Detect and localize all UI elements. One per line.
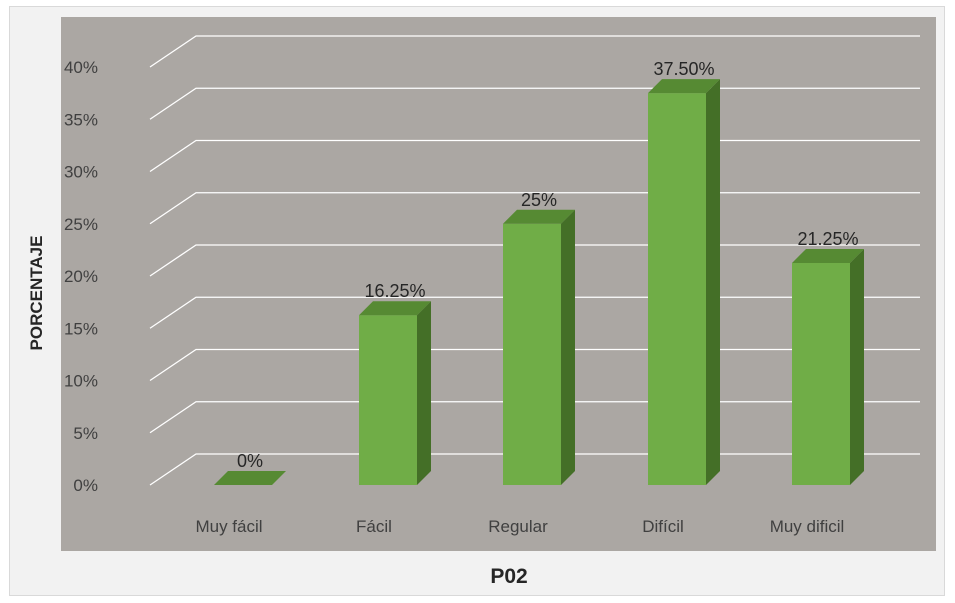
bar-top xyxy=(503,209,575,224)
y-axis-title: PORCENTAJE xyxy=(27,236,46,351)
x-category-label: Difícil xyxy=(642,517,684,536)
bar-chart: 0% 5% 10% 15% 20% 25% 30% 35% 40% Muy fácil Fácil… xyxy=(27,17,936,588)
bar-2 xyxy=(359,301,431,485)
bar-5 xyxy=(792,248,864,485)
y-tick-label: 5% xyxy=(73,424,98,443)
y-axis-ticks: 0% 5% 10% 15% 20% 25% 30% 35% 40% xyxy=(64,58,98,495)
bar-front xyxy=(792,262,850,485)
y-tick-label: 15% xyxy=(64,319,98,338)
y-tick-label: 20% xyxy=(64,267,98,286)
bar-side xyxy=(417,301,431,485)
bar-top xyxy=(359,301,431,316)
y-tick-label: 30% xyxy=(64,163,98,182)
bar-side xyxy=(850,248,864,485)
bar-3 xyxy=(503,209,575,485)
bar-side xyxy=(561,209,575,485)
bar-front xyxy=(359,315,417,485)
x-axis-categories: Muy fácil Fácil Regular Difícil Muy dificil xyxy=(195,517,844,536)
y-tick-label: 10% xyxy=(64,372,98,391)
x-category-label: Fácil xyxy=(356,517,392,536)
data-label: 16.25% xyxy=(364,281,425,301)
data-labels: 0% 16.25% 25% 37.50% 21.25% xyxy=(237,59,859,471)
y-tick-label: 0% xyxy=(73,476,98,495)
data-label: 0% xyxy=(237,451,263,471)
data-label: 25% xyxy=(521,190,557,210)
x-category-label: Muy fácil xyxy=(195,517,262,536)
bar-side xyxy=(706,79,720,485)
data-label: 21.25% xyxy=(797,229,858,249)
bars-layer xyxy=(214,79,864,485)
x-axis-title: P02 xyxy=(490,565,527,588)
y-tick-label: 40% xyxy=(64,58,98,77)
gridline xyxy=(149,35,920,68)
bar-top xyxy=(214,471,286,485)
y-tick-label: 25% xyxy=(64,215,98,234)
data-label: 37.50% xyxy=(653,59,714,79)
bar-4 xyxy=(648,79,720,485)
y-tick-label: 35% xyxy=(64,110,98,129)
bar-top xyxy=(648,79,720,94)
bar-top xyxy=(792,248,864,263)
bar-1 xyxy=(214,471,286,485)
chart-frame: 0% 5% 10% 15% 20% 25% 30% 35% 40% Muy fácil Fácil… xyxy=(9,6,945,596)
plot-area xyxy=(61,17,936,551)
x-category-label: Muy dificil xyxy=(770,517,845,536)
x-category-label: Regular xyxy=(488,517,548,536)
bar-front xyxy=(503,223,561,485)
bar-front xyxy=(648,93,706,485)
